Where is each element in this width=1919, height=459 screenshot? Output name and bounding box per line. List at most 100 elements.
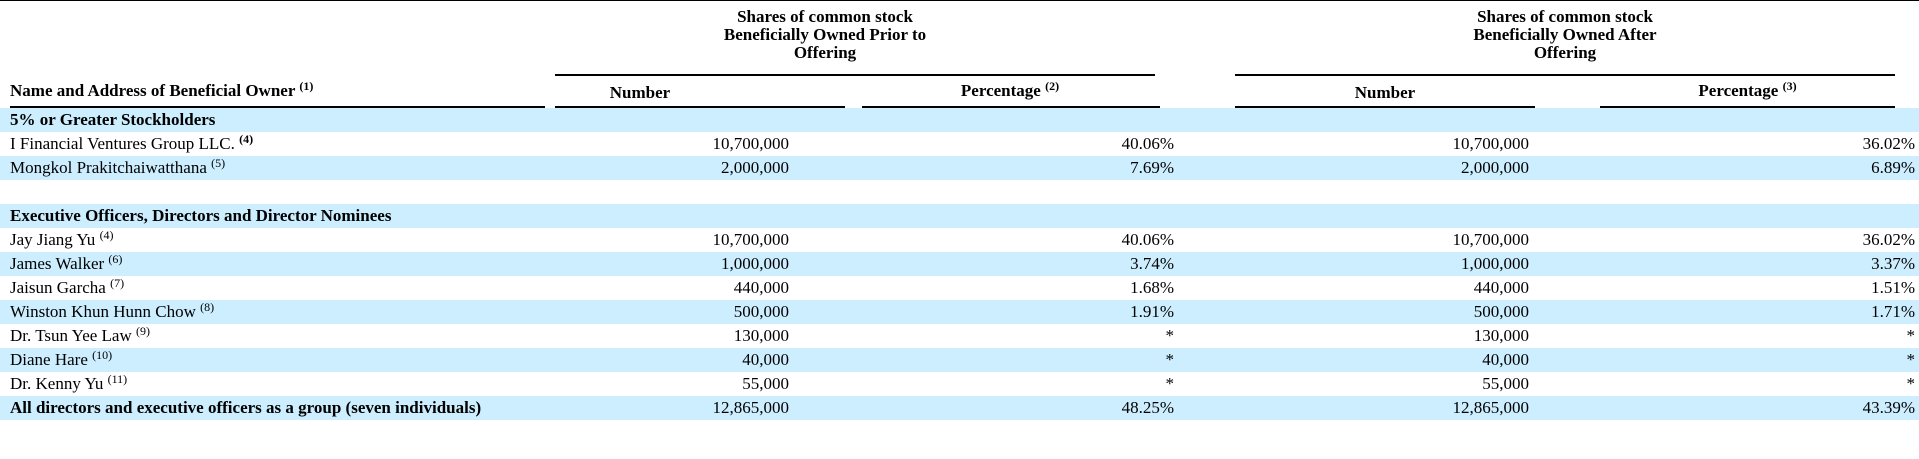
footnote-ref: (2) bbox=[1045, 79, 1060, 93]
owner-name: All directors and executive officers as … bbox=[10, 398, 482, 417]
owner-name-cell: I Financial Ventures Group LLC. (4) bbox=[10, 132, 253, 156]
percent-prior-cell: 3.74% bbox=[1130, 254, 1174, 273]
shares-after-cell: 130,000 bbox=[1473, 326, 1529, 345]
owner-name-cell: Dr. Tsun Yee Law (9) bbox=[10, 324, 150, 348]
owner-name: Jaisun Garcha bbox=[10, 278, 106, 297]
percent-after-cell: 6.89% bbox=[1871, 158, 1915, 177]
percent-after-cell: 1.71% bbox=[1871, 302, 1915, 321]
section-header-row: Executive Officers, Directors and Direct… bbox=[0, 204, 1919, 228]
shares-prior-cell: 10,700,000 bbox=[712, 230, 790, 249]
footnote-ref: (7) bbox=[110, 276, 125, 290]
percent-after-cell: 36.02% bbox=[1862, 134, 1915, 153]
prior-group-underline bbox=[555, 74, 1155, 76]
footnote-ref: (9) bbox=[136, 324, 150, 338]
prior-percentage-header: Percentage (2) bbox=[960, 79, 1060, 100]
shares-after-cell: 55,000 bbox=[1482, 374, 1529, 393]
shares-after-cell: 40,000 bbox=[1482, 350, 1529, 369]
after-offering-group-header: Shares of common stock Beneficially Owne… bbox=[1235, 8, 1895, 62]
percent-after-cell: * bbox=[1906, 326, 1916, 345]
owner-name-cell: Diane Hare (10) bbox=[10, 348, 112, 372]
footnote-ref: (4) bbox=[239, 132, 254, 146]
owner-name: Diane Hare bbox=[10, 350, 88, 369]
footnote-ref: (8) bbox=[200, 300, 215, 314]
owner-name-cell: Jay Jiang Yu (4) bbox=[10, 228, 114, 252]
owner-name: Mongkol Prakitchaiwatthana bbox=[10, 158, 207, 177]
owner-name: Jay Jiang Yu bbox=[10, 230, 96, 249]
after-group-line: Shares of common stock bbox=[1477, 7, 1653, 26]
owner-name-cell: James Walker (6) bbox=[10, 252, 122, 276]
shares-after-cell: 10,700,000 bbox=[1452, 134, 1530, 153]
shares-after-cell: 2,000,000 bbox=[1461, 158, 1529, 177]
name-column-underline bbox=[10, 106, 545, 108]
table-row: Dr. Tsun Yee Law (9) 130,000 * 130,000 * bbox=[0, 324, 1919, 348]
table-row: Diane Hare (10) 40,000 * 40,000 * bbox=[0, 348, 1919, 372]
footnote-ref: (11) bbox=[107, 372, 128, 386]
footnote-ref: (5) bbox=[211, 156, 226, 170]
percent-after-cell: * bbox=[1906, 350, 1916, 369]
percent-prior-cell: 7.69% bbox=[1130, 158, 1174, 177]
owner-name-cell: 5% or Greater Stockholders bbox=[10, 108, 215, 132]
owner-name-cell: Jaisun Garcha (7) bbox=[10, 276, 124, 300]
percent-prior-cell: 48.25% bbox=[1121, 398, 1174, 417]
owner-name-cell: Dr. Kenny Yu (11) bbox=[10, 372, 127, 396]
shares-prior-cell: 10,700,000 bbox=[712, 134, 790, 153]
percent-prior-cell: * bbox=[1165, 350, 1175, 369]
owner-name: Winston Khun Hunn Chow bbox=[10, 302, 196, 321]
shares-after-cell: 12,865,000 bbox=[1452, 398, 1530, 417]
owner-name-cell: Executive Officers, Directors and Direct… bbox=[10, 204, 391, 228]
percent-after-cell: 36.02% bbox=[1862, 230, 1915, 249]
owner-name-cell: All directors and executive officers as … bbox=[10, 396, 481, 420]
shares-prior-cell: 55,000 bbox=[742, 374, 789, 393]
shares-prior-cell: 130,000 bbox=[733, 326, 789, 345]
table-row: Mongkol Prakitchaiwatthana (5) 2,000,000 7… bbox=[0, 156, 1919, 180]
owner-name-cell: Winston Khun Hunn Chow (8) bbox=[10, 300, 214, 324]
percent-after-cell: 3.37% bbox=[1871, 254, 1915, 273]
percent-prior-cell: 40.06% bbox=[1121, 134, 1174, 153]
after-group-underline bbox=[1235, 74, 1895, 76]
after-percentage-underline bbox=[1600, 106, 1895, 108]
prior-number-underline bbox=[555, 106, 845, 108]
percent-prior-cell: * bbox=[1165, 374, 1175, 393]
prior-percentage-underline bbox=[862, 106, 1160, 108]
percent-after-cell: 43.39% bbox=[1862, 398, 1915, 417]
after-number-header: Number bbox=[1354, 83, 1416, 102]
shares-after-cell: 1,000,000 bbox=[1461, 254, 1529, 273]
shares-prior-cell: 440,000 bbox=[733, 278, 789, 297]
footnote-ref: (4) bbox=[99, 228, 114, 242]
after-number-underline bbox=[1235, 106, 1535, 108]
table-row: Winston Khun Hunn Chow (8) 500,000 1.91% 50… bbox=[0, 300, 1919, 324]
owner-name: Dr. Kenny Yu bbox=[10, 374, 104, 393]
prior-group-line: Offering bbox=[793, 43, 857, 62]
shares-after-cell: 500,000 bbox=[1473, 302, 1529, 321]
top-rule bbox=[0, 0, 1919, 1]
spacer-row bbox=[0, 180, 1919, 204]
percent-after-cell: 1.51% bbox=[1871, 278, 1915, 297]
after-percentage-header: Percentage (3) bbox=[1698, 79, 1797, 100]
owner-name: I Financial Ventures Group LLC. bbox=[10, 134, 235, 153]
footnote-ref: (6) bbox=[108, 252, 123, 266]
total-row: All directors and executive officers as … bbox=[0, 396, 1919, 420]
percent-prior-cell: 40.06% bbox=[1121, 230, 1174, 249]
shares-after-cell: 440,000 bbox=[1473, 278, 1529, 297]
footnote-ref: (10) bbox=[92, 348, 113, 362]
after-group-line: Offering bbox=[1533, 43, 1597, 62]
prior-offering-group-header: Shares of common stock Beneficially Owne… bbox=[555, 8, 1095, 62]
name-column-header: Name and Address of Beneficial Owner (1) bbox=[10, 79, 314, 100]
shares-prior-cell: 1,000,000 bbox=[721, 254, 789, 273]
shares-prior-cell: 40,000 bbox=[742, 350, 789, 369]
prior-number-header: Number bbox=[609, 83, 671, 102]
prior-group-line: Beneficially Owned Prior to bbox=[723, 25, 927, 44]
percent-prior-cell: 1.68% bbox=[1130, 278, 1174, 297]
shares-prior-cell: 12,865,000 bbox=[712, 398, 790, 417]
shares-after-cell: 10,700,000 bbox=[1452, 230, 1530, 249]
after-group-line: Beneficially Owned After bbox=[1473, 25, 1657, 44]
table-row: Jaisun Garcha (7) 440,000 1.68% 440,000 1.51… bbox=[0, 276, 1919, 300]
shares-prior-cell: 2,000,000 bbox=[721, 158, 789, 177]
footnote-ref: (3) bbox=[1782, 79, 1797, 93]
percent-prior-cell: 1.91% bbox=[1130, 302, 1174, 321]
shares-prior-cell: 500,000 bbox=[733, 302, 789, 321]
table-row: I Financial Ventures Group LLC. (4) 10,70… bbox=[0, 132, 1919, 156]
owner-name: Dr. Tsun Yee Law bbox=[10, 326, 132, 345]
owner-name: James Walker bbox=[10, 254, 105, 273]
section-header-row: 5% or Greater Stockholders bbox=[0, 108, 1919, 132]
